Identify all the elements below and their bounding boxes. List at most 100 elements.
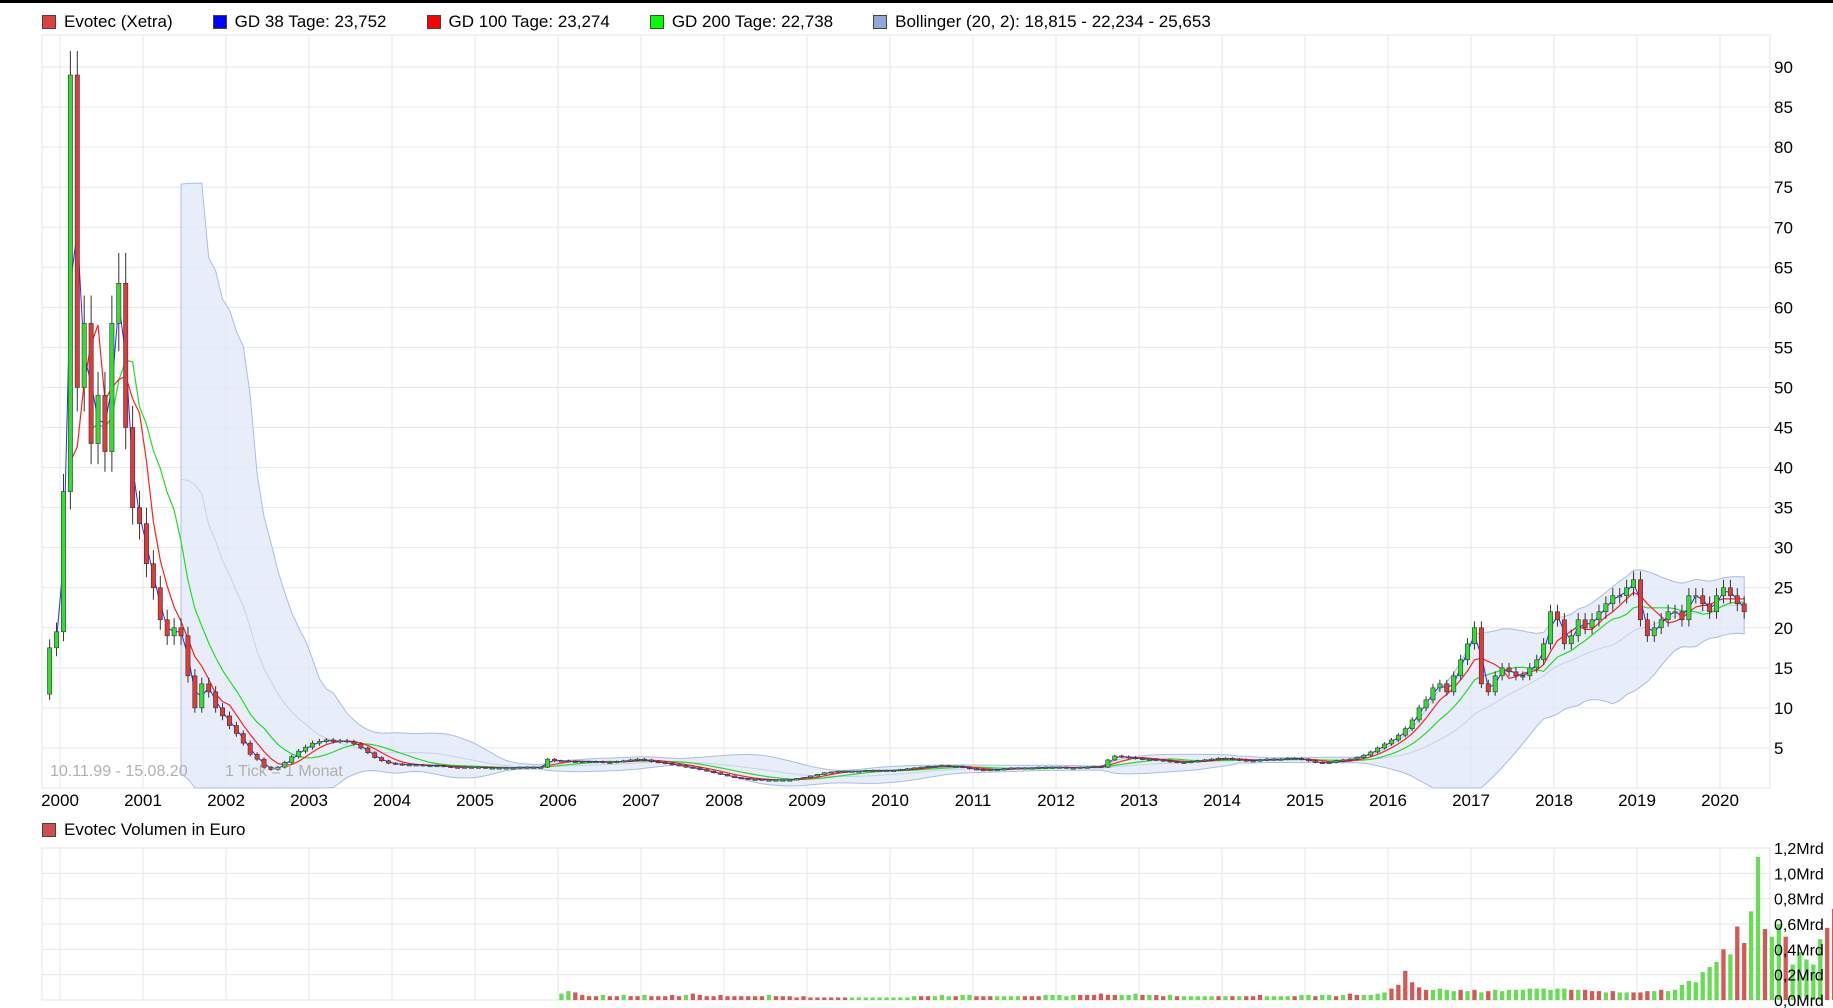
candle: [1700, 588, 1706, 612]
volume-bar: [1451, 991, 1456, 1000]
candle: [1651, 621, 1657, 642]
price-plot-frame: [41, 34, 1771, 789]
y-tick-label: 75: [1774, 178, 1793, 197]
candle-body-up: [925, 766, 931, 768]
candle-body-up: [856, 770, 862, 773]
candle-body-down: [1734, 595, 1740, 605]
candle: [1271, 758, 1277, 761]
candle: [227, 711, 232, 730]
legend-item-evotec: Evotec (Xetra): [42, 12, 173, 32]
candle-body-down: [420, 764, 426, 767]
volume-y-tick-label: 0,2Mrd: [1774, 968, 1824, 985]
candle-body-down: [1506, 667, 1512, 673]
candle-body-up: [496, 767, 502, 770]
x-tick-label: 2001: [124, 791, 162, 810]
candle-body-up: [1382, 743, 1387, 749]
legend-item-bollinger: Bollinger (20, 2): 18,815 - 22,234 - 25,…: [873, 12, 1211, 32]
candle: [1596, 604, 1602, 627]
volume-bar: [808, 997, 813, 1000]
volume-bar: [849, 997, 855, 1000]
volume-bar: [1340, 994, 1346, 1000]
candle-body-down: [1229, 758, 1235, 760]
volume-bar: [995, 996, 1000, 1000]
candle-body-down: [379, 757, 385, 762]
candle: [1693, 588, 1699, 604]
candle: [738, 777, 744, 780]
candle: [1326, 761, 1332, 765]
legend-swatch-bollinger: [873, 15, 888, 29]
candle: [455, 766, 461, 769]
candle-body-up: [1665, 611, 1671, 621]
candle: [1679, 604, 1685, 627]
candle: [821, 772, 827, 775]
volume-bar: [766, 994, 772, 1000]
volume-bar: [1416, 987, 1422, 1000]
legend-label-gd38: GD 38 Tage: 23,752: [234, 12, 387, 31]
volume-bar: [1652, 991, 1657, 1000]
watermark-tick: 1 Tick = 1 Monat: [225, 763, 343, 780]
candle: [1513, 667, 1519, 681]
candle: [289, 754, 295, 764]
candles: [47, 51, 1747, 782]
volume-bar: [932, 996, 938, 1000]
candle: [427, 764, 433, 768]
volume-bar: [1818, 939, 1823, 1000]
candle: [358, 742, 364, 750]
legend-item-gd100: GD 100 Tage: 23,274: [426, 12, 610, 32]
volume-bar: [621, 994, 626, 1000]
candle: [1029, 767, 1035, 770]
volume-bar: [614, 996, 619, 1000]
x-tick-label: 2000: [41, 791, 79, 810]
candle-body-down: [1160, 759, 1166, 762]
volume-bar: [593, 996, 599, 1000]
volume-bar: [1202, 996, 1207, 1000]
candle: [683, 764, 689, 769]
candle: [1333, 759, 1339, 764]
x-tick-label: 2004: [373, 791, 411, 810]
candle-body-down: [1306, 758, 1311, 762]
candle: [157, 575, 163, 630]
candle: [1181, 761, 1187, 764]
candle-body-up: [1050, 766, 1055, 769]
candle-body-down: [655, 761, 661, 764]
volume-bar: [905, 997, 910, 1000]
candle-body-up: [1693, 595, 1699, 598]
candle-body-down: [268, 766, 274, 770]
candle: [1375, 746, 1381, 754]
volume-bar: [1728, 954, 1733, 1000]
candle: [607, 761, 613, 764]
candle: [1527, 663, 1533, 681]
candle-body-up: [635, 758, 640, 761]
candle: [1202, 758, 1208, 762]
candle: [323, 738, 329, 744]
candle-body-up: [1395, 734, 1401, 741]
candle-body-down: [676, 764, 682, 767]
volume-bar: [829, 997, 834, 1000]
volume-bar: [1133, 993, 1138, 1000]
candle: [1382, 742, 1387, 750]
candle: [1264, 758, 1270, 762]
candle: [1057, 766, 1062, 769]
candle-body-up: [1527, 667, 1533, 677]
candle: [1631, 571, 1636, 596]
candle: [1395, 733, 1401, 742]
x-tick-label: 2005: [456, 791, 494, 810]
candle-body-up: [1043, 766, 1049, 769]
candle: [897, 768, 903, 772]
y-tick-label: 35: [1774, 499, 1793, 518]
candle: [1451, 671, 1457, 696]
candle: [406, 763, 412, 767]
candle: [1714, 588, 1719, 619]
candle: [496, 767, 502, 770]
candle-body-up: [316, 741, 322, 744]
candle-body-up: [1402, 728, 1408, 736]
candle-body-down: [386, 760, 391, 764]
volume-bar: [1790, 964, 1795, 1000]
candle-body-down: [690, 766, 696, 769]
price-legend: Evotec (Xetra) GD 38 Tage: 23,752 GD 100…: [42, 12, 1251, 32]
candle: [1506, 663, 1512, 677]
candle: [987, 768, 993, 772]
volume-bar: [1105, 994, 1111, 1000]
candle: [1140, 757, 1145, 761]
volume-bar: [580, 994, 585, 1000]
